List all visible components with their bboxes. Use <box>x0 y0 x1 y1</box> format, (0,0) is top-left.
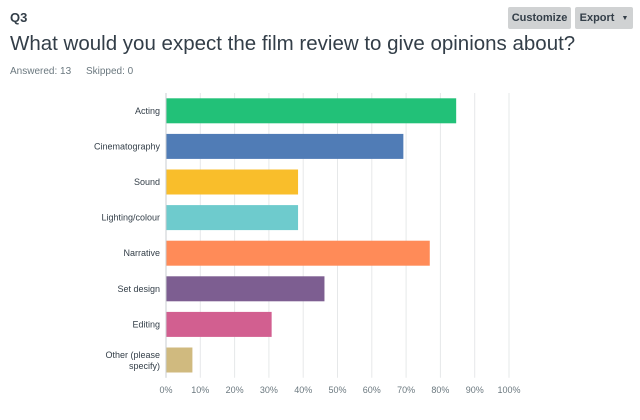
chevron-down-icon: ▼ <box>621 14 629 22</box>
x-tick-label: 0% <box>159 385 172 395</box>
bar <box>166 311 272 337</box>
bar <box>166 347 193 373</box>
x-tick-label: 70% <box>397 385 415 395</box>
x-tick-label: 10% <box>191 385 209 395</box>
category-label: Sound <box>134 177 160 187</box>
category-label: Acting <box>135 106 160 116</box>
response-summary: Answered: 13 Skipped: 0 <box>10 66 145 77</box>
category-label: Editing <box>132 319 160 329</box>
x-tick-label: 30% <box>260 385 278 395</box>
answered-count: Answered: 13 <box>10 66 72 77</box>
question-number: Q3 <box>10 10 28 25</box>
bar <box>166 98 457 124</box>
x-tick-label: 60% <box>363 385 381 395</box>
x-tick-label: 40% <box>294 385 312 395</box>
category-label: specify) <box>129 361 160 371</box>
bar <box>166 240 430 266</box>
question-title: What would you expect the film review to… <box>10 32 576 55</box>
x-tick-label: 20% <box>226 385 244 395</box>
skipped-count: Skipped: 0 <box>85 66 134 77</box>
category-label: Lighting/colour <box>101 213 160 223</box>
category-label: Set design <box>117 284 160 294</box>
x-tick-label: 90% <box>466 385 484 395</box>
bar <box>166 169 299 195</box>
category-label: Cinematography <box>94 141 161 151</box>
category-label: Narrative <box>123 248 160 258</box>
export-button[interactable]: Export ▼ <box>575 7 633 29</box>
export-label: Export <box>579 12 615 24</box>
bar <box>166 205 299 231</box>
x-tick-label: 100% <box>497 385 520 395</box>
customize-button[interactable]: Customize <box>508 7 571 29</box>
x-tick-label: 50% <box>328 385 346 395</box>
bar <box>166 133 404 159</box>
x-tick-label: 80% <box>431 385 449 395</box>
category-label: Other (please <box>105 350 160 360</box>
bar <box>166 276 325 302</box>
